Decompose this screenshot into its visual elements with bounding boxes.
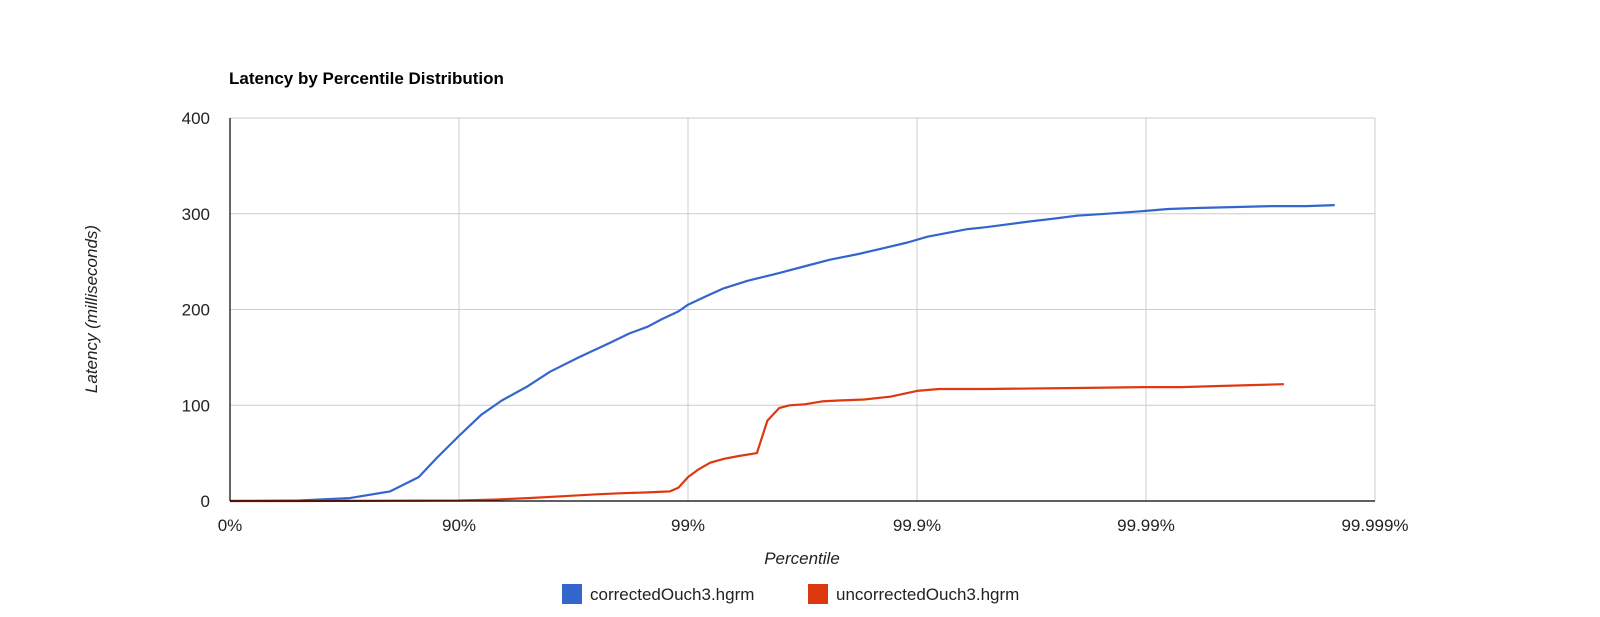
x-tick-label: 99.9% xyxy=(893,516,941,535)
gridlines xyxy=(230,117,1376,501)
series-lines xyxy=(229,204,1335,503)
x-tick-label: 99% xyxy=(671,516,705,535)
x-axis-title: Percentile xyxy=(764,549,840,568)
x-tick-label: 0% xyxy=(218,516,243,535)
legend-swatch xyxy=(562,584,582,604)
y-tick-label: 200 xyxy=(182,301,210,320)
legend-item: correctedOuch3.hgrm xyxy=(562,584,754,604)
legend-label: correctedOuch3.hgrm xyxy=(590,585,754,604)
y-tick-label: 400 xyxy=(182,109,210,128)
legend-label: uncorrectedOuch3.hgrm xyxy=(836,585,1019,604)
series-line-uncorrected xyxy=(230,383,1284,503)
y-axis-title: Latency (milliseconds) xyxy=(82,225,101,393)
y-axis-ticks: 0 100 200 300 400 xyxy=(182,109,210,511)
legend-swatch xyxy=(808,584,828,604)
y-tick-label: 0 xyxy=(201,492,210,511)
y-tick-label: 100 xyxy=(182,396,210,415)
x-tick-label: 99.99% xyxy=(1117,516,1175,535)
y-tick-label: 300 xyxy=(182,205,210,224)
chart-title: Latency by Percentile Distribution xyxy=(229,69,504,88)
x-axis-ticks: 0% 90% 99% 99.9% 99.99% 99.999% xyxy=(218,516,1409,535)
x-tick-label: 99.999% xyxy=(1341,516,1408,535)
legend-item: uncorrectedOuch3.hgrm xyxy=(808,584,1019,604)
series-line-corrected xyxy=(229,204,1335,503)
legend: correctedOuch3.hgrm uncorrectedOuch3.hgrm xyxy=(562,584,1019,604)
x-tick-label: 90% xyxy=(442,516,476,535)
